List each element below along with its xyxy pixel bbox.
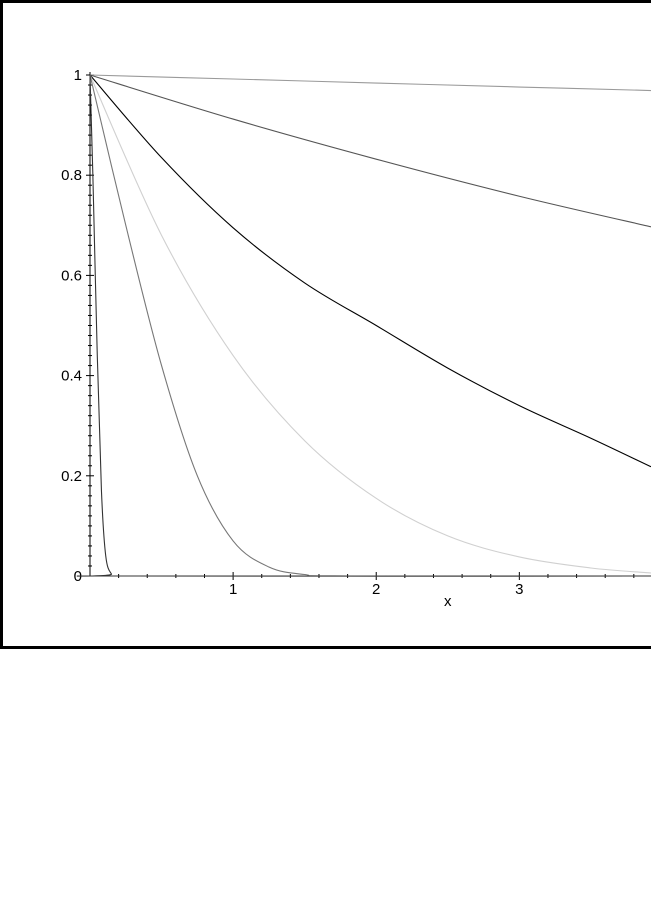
x-tick-label: 1 (229, 581, 237, 598)
plot-frame (0, 0, 651, 649)
x-tick-label: 3 (515, 581, 523, 598)
series-line-4 (89, 74, 651, 574)
axes: 00.20.40.60.811 2 3 (61, 67, 651, 598)
series-line-6 (76, 74, 651, 577)
series-line-2 (89, 74, 651, 228)
series-group (76, 74, 651, 577)
series-line-5 (89, 74, 651, 577)
series-line-1 (89, 74, 651, 92)
y-tick-label: 0.8 (61, 167, 82, 184)
x-tick-label: 2 (372, 581, 380, 598)
series-line-3 (89, 74, 651, 468)
x-axis-label: x (444, 593, 452, 610)
y-tick-label: 0.6 (61, 267, 82, 284)
line-chart: 00.20.40.60.811 2 3 x (61, 67, 651, 610)
y-tick-label: 0.2 (61, 468, 82, 485)
y-tick-label: 0.4 (61, 368, 82, 385)
y-tick-label: 1 (74, 67, 82, 84)
